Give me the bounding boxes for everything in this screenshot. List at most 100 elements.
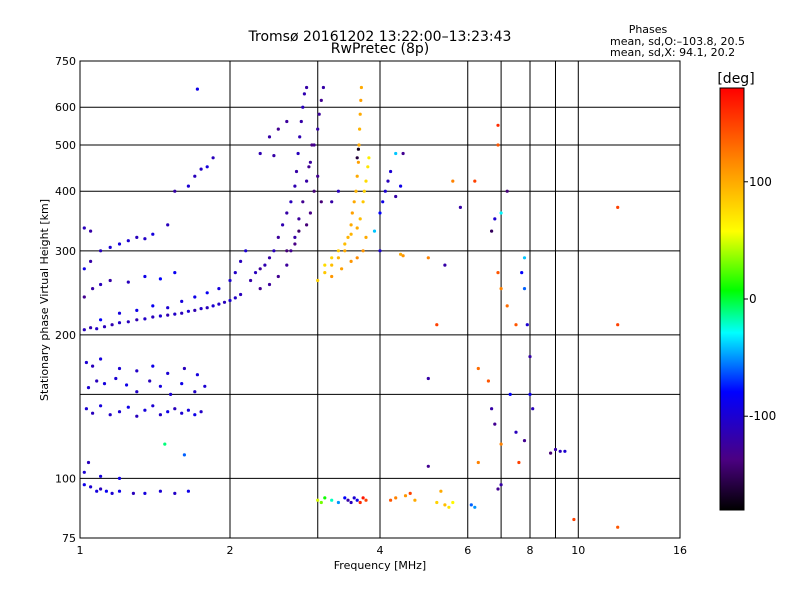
data-point [312, 143, 316, 147]
data-point [355, 256, 359, 260]
data-point [352, 200, 356, 204]
data-point [364, 498, 368, 502]
data-point [408, 491, 412, 495]
x-axis-label: Frequency [MHz] [334, 559, 426, 572]
data-point [319, 98, 323, 102]
data-point [499, 483, 503, 487]
data-point [117, 242, 122, 246]
x-tick-label: 8 [527, 544, 534, 557]
data-point [383, 189, 387, 193]
data-point [354, 189, 358, 193]
data-point [349, 232, 353, 236]
data-point [366, 165, 370, 169]
data-point [358, 500, 362, 505]
data-point [435, 323, 439, 327]
data-point [294, 169, 299, 174]
y-tick-label: 200 [55, 329, 76, 342]
data-point [358, 112, 362, 116]
x-tick-label: 4 [377, 544, 384, 557]
data-point [321, 85, 325, 90]
data-point [298, 135, 302, 139]
y-tick-label: 400 [55, 185, 76, 198]
data-point [205, 291, 209, 295]
data-point [108, 278, 112, 283]
data-point [276, 274, 280, 279]
data-point [358, 127, 362, 131]
data-point [285, 249, 289, 253]
data-point [114, 376, 118, 381]
data-point [505, 189, 509, 193]
data-point [135, 235, 139, 239]
data-point [372, 229, 377, 233]
data-point [180, 299, 184, 303]
data-point [135, 369, 139, 373]
data-point [151, 315, 155, 319]
grid-lines [79, 61, 681, 538]
data-point [403, 494, 408, 498]
data-point [563, 449, 567, 453]
data-point [233, 296, 237, 300]
data-point [117, 321, 122, 325]
data-point [203, 384, 207, 388]
data-point [193, 390, 197, 394]
data-point [233, 271, 237, 275]
data-point [267, 135, 272, 139]
data-point [193, 295, 197, 299]
data-point [108, 413, 112, 417]
data-point [211, 304, 215, 308]
data-point [367, 156, 371, 160]
data-point [84, 407, 88, 411]
data-point [355, 226, 359, 230]
data-point [330, 274, 334, 279]
data-point [173, 407, 177, 411]
data-point [340, 267, 344, 271]
colorbar-tick-label: 0 [749, 292, 757, 306]
data-point [151, 304, 155, 308]
data-point [199, 410, 203, 414]
data-point [486, 379, 490, 383]
data-point [173, 312, 177, 316]
data-point [126, 320, 130, 324]
data-point [336, 256, 340, 260]
data-point [158, 413, 162, 417]
y-tick-label: 75 [62, 532, 76, 545]
data-point [517, 460, 521, 465]
data-point [166, 223, 170, 227]
data-point [99, 487, 103, 491]
phases-mean-x: mean, sd,X: 94.1, 20.2 [610, 46, 735, 59]
data-point [316, 278, 320, 283]
y-tick-label: 500 [55, 139, 76, 152]
data-point [439, 489, 443, 493]
data-point [364, 179, 368, 183]
data-point [258, 287, 262, 291]
data-point [508, 392, 512, 396]
data-point [117, 311, 122, 315]
data-point [522, 287, 527, 291]
data-point [199, 167, 203, 171]
data-point [496, 487, 500, 491]
data-point [426, 376, 430, 381]
data-point [343, 496, 347, 500]
data-point [166, 410, 170, 414]
data-point [572, 517, 576, 522]
data-point [143, 317, 147, 321]
data-point [169, 392, 173, 396]
data-point [305, 223, 309, 227]
data-point [82, 470, 86, 474]
data-point [394, 496, 398, 500]
data-point [276, 127, 280, 131]
data-point [95, 327, 99, 331]
data-point [143, 491, 147, 495]
data-point [499, 442, 503, 446]
data-point [499, 211, 503, 215]
x-tick-label: 16 [673, 544, 687, 557]
colorbar-unit: [deg] [717, 71, 754, 87]
x-tick-label: 6 [464, 544, 471, 557]
data-point [310, 143, 314, 147]
data-point [336, 249, 340, 253]
data-point [558, 449, 562, 453]
data-point [110, 323, 114, 327]
plot-frame [79, 60, 681, 539]
data-point [531, 407, 535, 411]
data-point [293, 242, 297, 246]
